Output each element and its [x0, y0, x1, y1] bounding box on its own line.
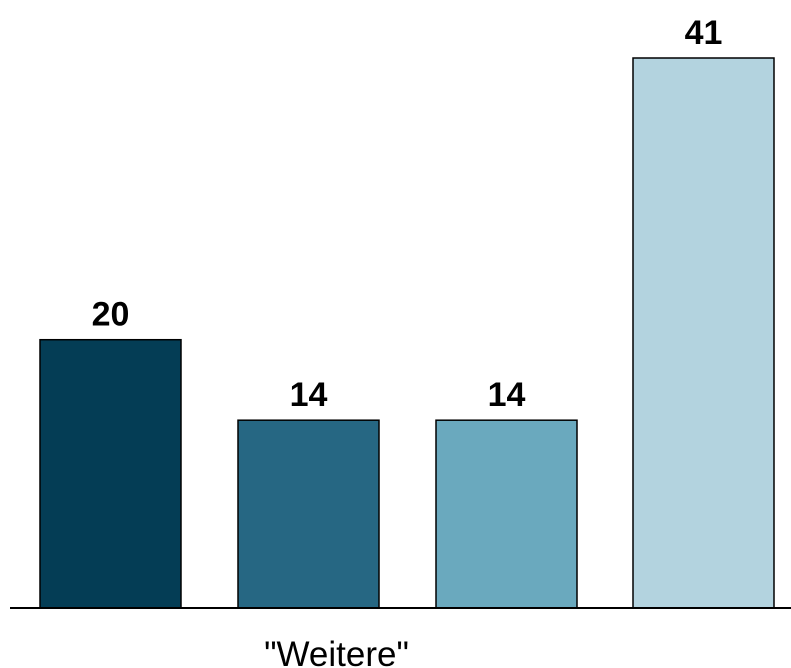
bar-4: [632, 57, 775, 609]
bar-value-label-2: 14: [290, 376, 328, 414]
bars-group: [39, 57, 775, 609]
bar-value-label-1: 20: [92, 296, 130, 334]
bar-value-label-4: 41: [685, 14, 723, 52]
bar-1: [39, 338, 182, 609]
value-labels-group: 20 14 14 41: [92, 14, 723, 414]
bar-2: [237, 419, 380, 609]
bar-3: [435, 419, 578, 609]
bar-value-label-3: 14: [488, 376, 526, 414]
category-label-2: "Weitere": [264, 635, 409, 668]
category-labels-group: "Weitere": [264, 635, 409, 668]
